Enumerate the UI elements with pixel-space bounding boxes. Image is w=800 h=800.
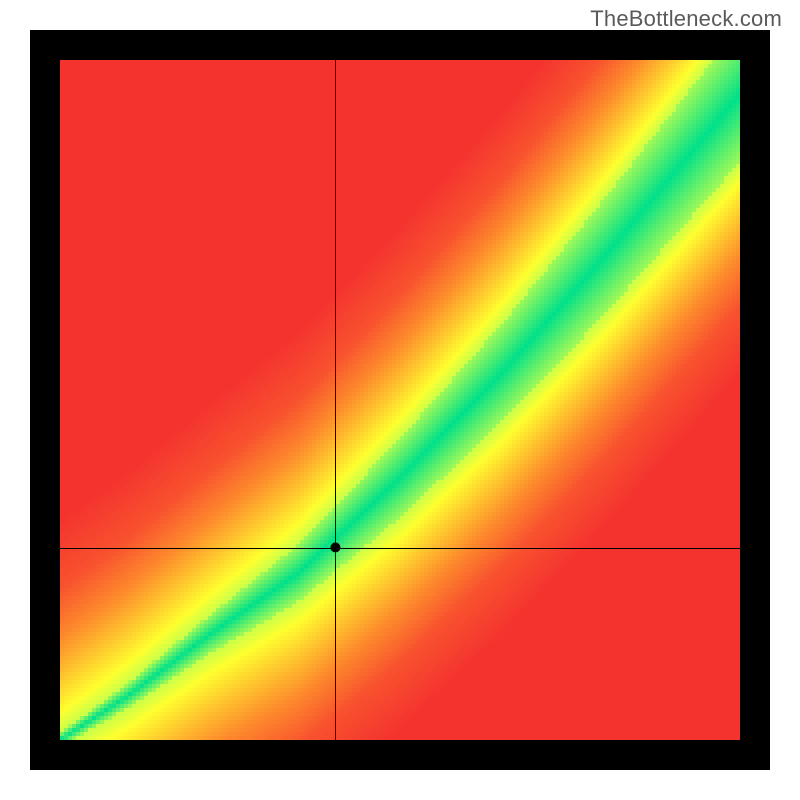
heatmap-area xyxy=(60,60,740,740)
chart-container: TheBottleneck.com xyxy=(0,0,800,800)
heatmap-canvas xyxy=(60,60,740,740)
chart-border xyxy=(30,30,770,770)
watermark-text: TheBottleneck.com xyxy=(590,6,782,32)
